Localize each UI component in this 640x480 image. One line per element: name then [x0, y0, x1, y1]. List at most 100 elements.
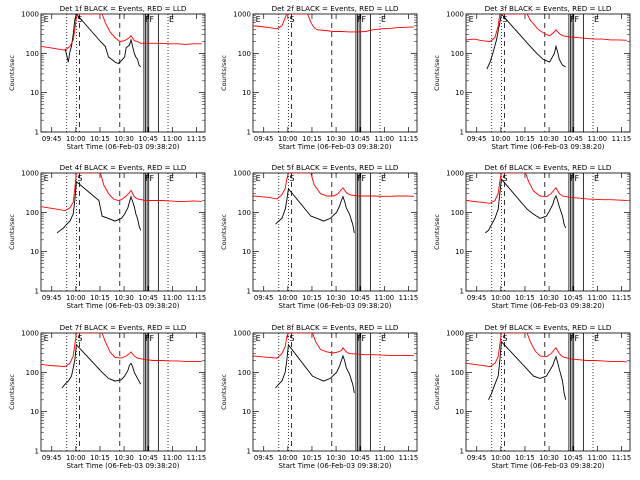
y-tick-label: 1000: [446, 170, 464, 178]
chart-title: Det 9f BLACK = Events, RED = LLD: [485, 323, 612, 332]
y-tick-label: 1: [460, 448, 464, 456]
x-tick-label: 10:00: [491, 454, 511, 462]
x-tick-label: 11:00: [588, 454, 608, 462]
y-tick-label: 1000: [233, 170, 251, 178]
marker-label: S: [502, 174, 507, 183]
y-axis-label: Counts/sec: [8, 374, 16, 410]
marker-label: E: [44, 174, 49, 183]
marker-label: S: [77, 174, 82, 183]
chart-title: Det 7f BLACK = Events, RED = LLD: [60, 323, 187, 332]
y-tick-label: 1: [460, 129, 464, 137]
x-tick-label: 11:15: [399, 135, 419, 143]
x-tick-label: 10:45: [350, 294, 370, 302]
x-tick-label: 10:15: [515, 294, 535, 302]
y-tick-label: 10: [455, 408, 464, 416]
y-axis-label: Counts/sec: [220, 214, 228, 250]
x-tick-label: 10:15: [302, 135, 322, 143]
plot-frame: [465, 332, 631, 452]
y-tick-label: 1: [35, 448, 39, 456]
events-series-line: [486, 14, 566, 70]
y-tick-label: 10: [30, 89, 39, 97]
y-tick-label: 10: [242, 89, 251, 97]
x-axis-label: Start Time (06-Feb-03 09:38:20): [491, 302, 604, 310]
y-tick-label: 100: [451, 50, 464, 58]
plot-frame: [40, 332, 206, 452]
plot-frame: [252, 172, 418, 292]
y-tick-label: 1000: [233, 11, 251, 19]
chart-title: Det 6f BLACK = Events, RED = LLD: [485, 163, 612, 172]
y-tick-label: 10: [242, 408, 251, 416]
events-series-line: [275, 187, 355, 233]
marker-label: E: [469, 15, 474, 24]
x-tick-label: 10:15: [90, 454, 110, 462]
x-tick-label: 11:15: [187, 135, 207, 143]
x-tick-label: 09:45: [467, 454, 487, 462]
x-tick-label: 10:45: [563, 135, 583, 143]
marker-label: E: [594, 15, 599, 24]
y-tick-label: 1: [247, 448, 251, 456]
x-tick-label: 10:30: [114, 135, 134, 143]
marker-label: FF: [357, 15, 367, 24]
x-tick-label: 11:00: [588, 294, 608, 302]
y-tick-label: 10: [30, 248, 39, 256]
y-tick-label: 10: [455, 248, 464, 256]
marker-label: S: [77, 334, 82, 343]
x-tick-label: 11:15: [399, 294, 419, 302]
chart-panel-2: Det 2f BLACK = Events, RED = LLD 1 10 100 10…: [220, 4, 418, 151]
x-tick-label: 09:45: [254, 454, 274, 462]
x-axis-label: Start Time (06-Feb-03 09:38:20): [491, 143, 604, 151]
marker-label: FF: [357, 334, 367, 343]
marker-label: E: [169, 334, 174, 343]
y-tick-label: 10: [455, 89, 464, 97]
plot-frame: [465, 172, 631, 292]
events-series-line: [488, 340, 567, 400]
x-tick-label: 10:30: [114, 294, 134, 302]
marker-label: FF: [570, 334, 580, 343]
x-tick-label: 10:30: [326, 294, 346, 302]
events-series-line: [61, 343, 142, 389]
marker-label: FF: [570, 15, 580, 24]
x-tick-label: 10:45: [138, 135, 158, 143]
y-axis-label: Counts/sec: [433, 374, 441, 410]
x-tick-label: 09:45: [254, 135, 274, 143]
x-tick-label: 10:00: [278, 454, 298, 462]
lld-series-line: [466, 14, 627, 42]
x-tick-label: 11:00: [163, 294, 183, 302]
x-tick-label: 09:45: [42, 135, 62, 143]
chart-panel-5: Det 5f BLACK = Events, RED = LLD 1 10 100 10…: [220, 163, 418, 310]
y-tick-label: 1000: [21, 11, 39, 19]
x-axis-label: Start Time (06-Feb-03 09:38:20): [66, 302, 179, 310]
y-axis-label: Counts/sec: [8, 55, 16, 91]
y-tick-label: 100: [238, 209, 251, 217]
marker-label: E: [256, 15, 261, 24]
x-tick-label: 10:00: [66, 135, 86, 143]
chart-panel-3: Det 3f BLACK = Events, RED = LLD 1 10 100 10…: [433, 4, 631, 151]
y-tick-label: 1000: [21, 170, 39, 178]
x-tick-label: 10:45: [563, 454, 583, 462]
lld-series-line: [253, 333, 414, 359]
x-tick-label: 10:30: [326, 135, 346, 143]
x-tick-label: 11:00: [375, 294, 395, 302]
events-series-line: [485, 178, 567, 234]
plot-frame: [40, 172, 206, 292]
x-tick-label: 09:45: [42, 294, 62, 302]
x-tick-label: 11:15: [612, 294, 632, 302]
x-axis-label: Start Time (06-Feb-03 09:38:20): [66, 143, 179, 151]
lld-series-line: [253, 173, 414, 200]
x-axis-label: Start Time (06-Feb-03 09:38:20): [278, 302, 391, 310]
marker-label: E: [169, 174, 174, 183]
x-tick-label: 11:00: [375, 454, 395, 462]
marker-label: S: [502, 15, 507, 24]
y-tick-label: 100: [238, 50, 251, 58]
x-tick-label: 09:45: [42, 454, 62, 462]
x-tick-label: 11:00: [375, 135, 395, 143]
y-tick-label: 100: [26, 50, 39, 58]
plot-frame: [465, 13, 631, 133]
x-tick-label: 10:30: [114, 454, 134, 462]
chart-title: Det 2f BLACK = Events, RED = LLD: [272, 4, 399, 13]
y-tick-label: 100: [238, 369, 251, 377]
y-tick-label: 1: [35, 129, 39, 137]
x-tick-label: 10:15: [302, 294, 322, 302]
chart-title: Det 8f BLACK = Events, RED = LLD: [272, 323, 399, 332]
plot-frame: [40, 13, 206, 133]
